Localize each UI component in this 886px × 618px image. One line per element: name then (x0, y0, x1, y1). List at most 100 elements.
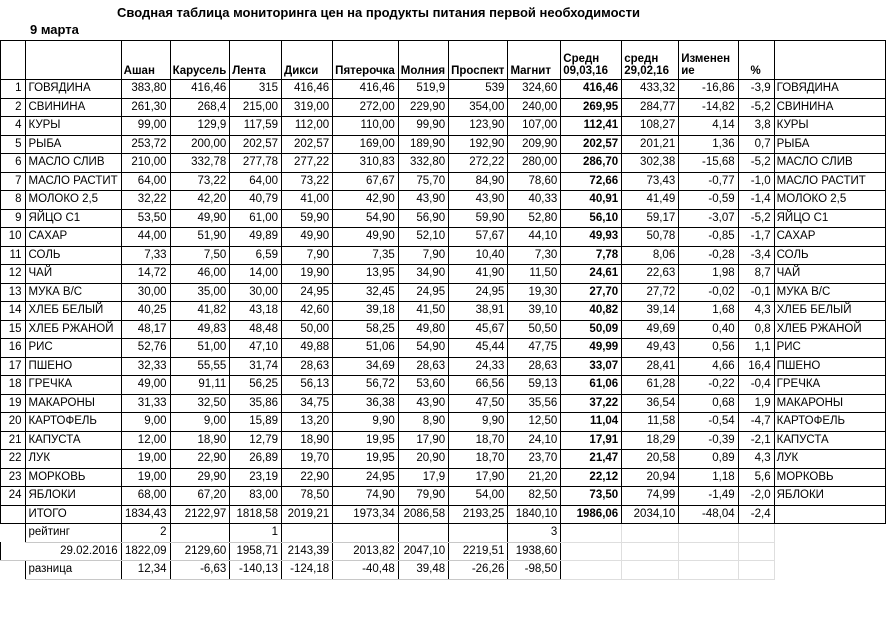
price-cell[interactable]: 36,38 (332, 393, 399, 413)
price-cell[interactable]: 416,46 (332, 79, 399, 99)
total-price-cell[interactable]: 1818,58 (229, 504, 283, 524)
price-cell[interactable]: 32,22 (120, 190, 171, 210)
footer-value-cell[interactable] (281, 523, 334, 543)
footer-value-cell[interactable]: 2219,51 (448, 542, 509, 561)
avg-current-cell[interactable]: 21,47 (560, 449, 623, 469)
price-cell[interactable]: 39,18 (332, 301, 399, 321)
percent-cell[interactable]: -2,1 (737, 430, 775, 450)
avg-current-cell[interactable]: 40,82 (560, 301, 623, 321)
price-cell[interactable]: 24,95 (448, 282, 509, 302)
price-cell[interactable]: 112,00 (281, 116, 334, 136)
price-cell[interactable]: 332,80 (397, 153, 450, 173)
footer-empty-cell[interactable] (774, 561, 885, 580)
total-avg-prev-cell[interactable]: 2034,10 (621, 504, 680, 524)
footer-empty-cell[interactable] (560, 560, 623, 580)
change-cell[interactable]: -0,59 (678, 190, 739, 210)
price-cell[interactable]: 13,95 (332, 264, 399, 284)
price-cell[interactable]: 42,60 (281, 301, 334, 321)
footer-label-cell[interactable]: рейтинг (25, 523, 122, 543)
percent-cell[interactable]: 1,9 (737, 393, 775, 413)
price-cell[interactable]: 19,95 (332, 430, 399, 450)
avg-prev-cell[interactable]: 36,54 (621, 393, 680, 413)
avg-current-cell[interactable]: 286,70 (560, 153, 623, 173)
price-cell[interactable]: 56,25 (229, 375, 283, 395)
price-cell[interactable]: 18,90 (281, 430, 334, 450)
product-name-cell[interactable]: ГОВЯДИНА (25, 79, 122, 99)
avg-prev-cell[interactable]: 20,58 (621, 449, 680, 469)
price-cell[interactable]: 19,00 (120, 467, 171, 487)
product-name-cell[interactable]: РИС (25, 338, 122, 358)
product-name-cell[interactable]: СОЛЬ (25, 245, 122, 265)
price-cell[interactable]: 54,90 (332, 208, 399, 228)
product-name-cell[interactable]: ЯБЛОКИ (25, 486, 122, 506)
percent-cell[interactable]: 4,3 (737, 301, 775, 321)
product-name-cell[interactable]: МОРКОВЬ (25, 467, 122, 487)
price-cell[interactable]: 7,33 (120, 245, 171, 265)
avg-prev-cell[interactable]: 108,27 (621, 116, 680, 136)
footer-empty-cell[interactable] (621, 560, 680, 580)
price-cell[interactable]: 79,90 (397, 486, 450, 506)
price-cell[interactable]: 519,9 (397, 79, 450, 99)
price-cell[interactable]: 123,90 (448, 116, 509, 136)
footer-empty-cell[interactable] (621, 541, 680, 561)
change-cell[interactable]: -0,54 (678, 412, 739, 432)
total-price-cell[interactable]: 2019,21 (281, 504, 334, 524)
avg-prev-cell[interactable]: 74,99 (621, 486, 680, 506)
price-cell[interactable]: 53,50 (120, 208, 171, 228)
total-price-cell[interactable]: 2193,25 (448, 504, 509, 524)
price-cell[interactable]: 28,63 (507, 356, 562, 376)
avg-current-cell[interactable]: 7,78 (560, 245, 623, 265)
price-cell[interactable]: 41,82 (169, 301, 231, 321)
price-cell[interactable]: 32,50 (169, 393, 231, 413)
product-name-repeat-cell[interactable]: РЫБА (773, 134, 886, 154)
price-cell[interactable]: 7,30 (507, 245, 562, 265)
price-cell[interactable]: 49,90 (281, 227, 334, 247)
avg-prev-cell[interactable]: 433,32 (621, 79, 680, 99)
product-name-repeat-cell[interactable]: ЯБЛОКИ (773, 486, 886, 506)
change-cell[interactable]: -14,82 (678, 97, 739, 117)
footer-value-cell[interactable]: -124,18 (281, 560, 334, 580)
product-name-repeat-cell[interactable]: ЛУК (773, 449, 886, 469)
product-name-repeat-cell[interactable]: МОРКОВЬ (773, 467, 886, 487)
avg-prev-cell[interactable]: 18,29 (621, 430, 680, 450)
price-cell[interactable]: 21,20 (507, 467, 562, 487)
avg-prev-cell[interactable]: 302,38 (621, 153, 680, 173)
avg-prev-cell[interactable]: 49,69 (621, 319, 680, 339)
percent-cell[interactable]: -1,0 (737, 171, 775, 191)
change-cell[interactable]: -16,86 (678, 79, 739, 99)
price-cell[interactable]: 332,78 (169, 153, 231, 173)
row-number-cell[interactable]: 17 (0, 356, 27, 376)
row-number-cell[interactable]: 5 (0, 134, 27, 154)
total-price-cell[interactable]: 2122,97 (169, 504, 231, 524)
footer-empty-cell[interactable] (560, 541, 623, 561)
avg-prev-cell[interactable]: 22,63 (621, 264, 680, 284)
price-cell[interactable]: 56,13 (281, 375, 334, 395)
price-cell[interactable]: 240,00 (507, 97, 562, 117)
product-name-repeat-cell[interactable]: МОЛОКО 2,5 (773, 190, 886, 210)
product-name-repeat-cell[interactable]: ГОВЯДИНА (773, 79, 886, 99)
price-cell[interactable]: 24,95 (397, 282, 450, 302)
price-cell[interactable]: 9,90 (332, 412, 399, 432)
footer-value-cell[interactable]: 1 (229, 523, 283, 543)
avg-current-cell[interactable]: 50,09 (560, 319, 623, 339)
percent-cell[interactable]: -3,4 (737, 245, 775, 265)
price-cell[interactable]: 48,48 (229, 319, 283, 339)
price-cell[interactable]: 383,80 (120, 79, 171, 99)
price-cell[interactable]: 19,90 (281, 264, 334, 284)
avg-current-cell[interactable]: 56,10 (560, 208, 623, 228)
product-name-cell[interactable]: МОЛОКО 2,5 (25, 190, 122, 210)
price-cell[interactable]: 43,90 (397, 190, 450, 210)
total-price-cell[interactable]: 2086,58 (397, 504, 450, 524)
percent-cell[interactable]: 3,8 (737, 116, 775, 136)
footer-value-cell[interactable]: 1938,60 (507, 542, 562, 561)
row-number-cell[interactable]: 8 (0, 190, 27, 210)
product-name-repeat-cell[interactable]: САХАР (773, 227, 886, 247)
price-cell[interactable]: 261,30 (120, 97, 171, 117)
row-number-cell[interactable]: 12 (0, 264, 27, 284)
change-cell[interactable]: 1,68 (678, 301, 739, 321)
price-cell[interactable]: 53,60 (397, 375, 450, 395)
change-cell[interactable]: 0,89 (678, 449, 739, 469)
price-cell[interactable]: 129,9 (169, 116, 231, 136)
change-header[interactable]: Изменен ие (678, 40, 739, 80)
price-cell[interactable]: 67,20 (169, 486, 231, 506)
